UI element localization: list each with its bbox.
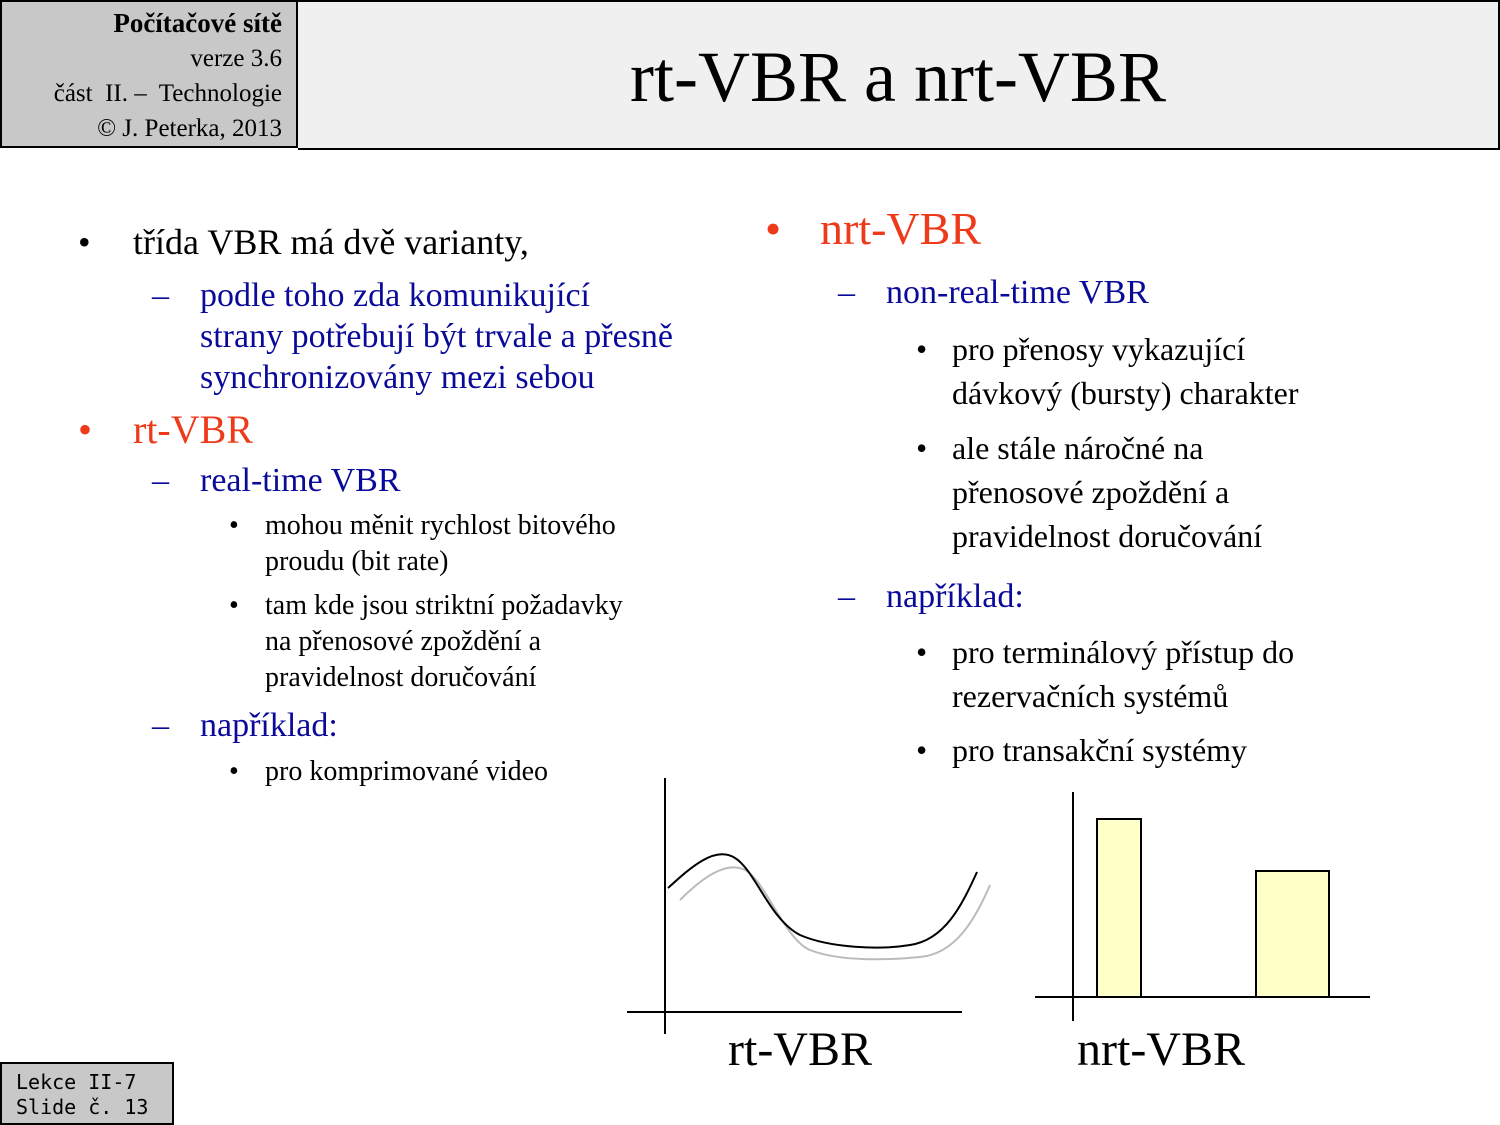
bullet-dot: • [78, 222, 91, 262]
bullet-rt-vbr: • rt-VBR [78, 407, 253, 452]
rt-heading: rt-VBR [133, 407, 253, 452]
version-text: verze 3.6 [190, 45, 282, 72]
sub-text: real-time VBR [200, 462, 401, 499]
point-bit-rate: • mohou měnit rychlost bitového proudu (… [229, 508, 616, 580]
dash-marker: – [152, 277, 169, 314]
copyright-text: © J. Peterka, 2013 [97, 115, 282, 142]
bullet-vbr-variants: • třída VBR má dvě varianty, [78, 222, 529, 262]
bullet-dot: • [916, 634, 928, 670]
point-line: pravidelnost doručování [265, 662, 537, 693]
lesson-number: Lekce II-7 [16, 1070, 137, 1094]
nrt-diagram-label: nrt-VBR [1077, 1023, 1245, 1076]
sub-bullet-sync: – podle toho zda komunikující strany pot… [152, 275, 674, 398]
point-line: proudu (bit rate) [265, 546, 449, 577]
bullet-dot: • [78, 407, 93, 452]
bullet-dot: • [229, 510, 239, 541]
sub-text-line: podle toho zda komunikující [200, 277, 590, 314]
point-compressed-video: • pro komprimované video [229, 754, 549, 790]
point-line: tam kde jsou striktní požadavky [265, 590, 623, 621]
sub-bullet-example-rt: – například: [152, 705, 338, 746]
bullet-dot: • [229, 590, 239, 621]
point-bursty: • pro přenosy vykazující dávkový (bursty… [916, 327, 1299, 415]
point-transaction-systems: • pro transakční systémy [916, 728, 1248, 772]
point-terminal-access: • pro terminálový přístup do rezervačníc… [916, 630, 1295, 718]
sub-bullet-non-real-time: – non-real-time VBR [838, 272, 1149, 313]
point-line: pro přenosy vykazující [952, 331, 1246, 367]
point-line: ale stále náročné na [952, 430, 1204, 466]
point-strict-requirements: • tam kde jsou striktní požadavky na pře… [229, 588, 623, 696]
slide-number: Slide č. 13 [16, 1095, 149, 1119]
bullet-dot: • [765, 203, 782, 254]
slide-footer: Lekce II-7 Slide č. 13 [0, 1062, 174, 1125]
bullet-dot: • [229, 756, 239, 787]
nrt-burst-bar [1255, 870, 1330, 998]
sub-text: například: [886, 578, 1024, 615]
nrt-heading: nrt-VBR [820, 203, 981, 254]
bullet-dot: • [916, 732, 928, 768]
bullet-text: třída VBR má dvě varianty, [133, 222, 529, 262]
part-text: část II. – Technologie [53, 80, 282, 107]
bullet-dot: • [916, 331, 928, 367]
sub-text: non-real-time VBR [886, 274, 1149, 311]
dash-marker: – [152, 462, 169, 499]
point-line: pro terminálový přístup do [952, 634, 1295, 670]
point-line: dávkový (bursty) charakter [952, 375, 1299, 411]
sub-bullet-real-time: – real-time VBR [152, 460, 401, 501]
point-line: přenosové zpoždění a [952, 474, 1230, 510]
slide-title: rt-VBR a nrt-VBR [630, 37, 1166, 117]
point-line: pro transakční systémy [952, 732, 1248, 768]
bullet-nrt-vbr: • nrt-VBR [765, 203, 981, 254]
sub-text: například: [200, 707, 338, 744]
rt-rate-curve [667, 853, 978, 949]
bullet-dot: • [916, 430, 928, 466]
sub-bullet-example-nrt: – například: [838, 576, 1024, 617]
slide-info-box: Počítačové sítě verze 3.6 část II. – Tec… [0, 0, 298, 148]
point-line: mohou měnit rychlost bitového [265, 510, 616, 541]
rt-shadow-curve [679, 866, 991, 961]
sub-text-line: strany potřebují být trvale a přesně [200, 318, 674, 355]
dash-marker: – [152, 707, 169, 744]
point-delay-demanding: • ale stále náročné na přenosové zpožděn… [916, 426, 1263, 558]
course-name: Počítačové sítě [113, 8, 282, 38]
dash-marker: – [838, 578, 855, 615]
point-line: na přenosové zpoždění a [265, 626, 541, 657]
title-box: rt-VBR a nrt-VBR [298, 0, 1500, 150]
dash-marker: – [838, 274, 855, 311]
point-line: pro komprimované video [265, 756, 549, 787]
nrt-burst-bar [1096, 818, 1142, 998]
point-line: pravidelnost doručování [952, 518, 1263, 554]
sub-text-line: synchronizovány mezi sebou [200, 359, 595, 396]
point-line: rezervačních systémů [952, 678, 1229, 714]
rt-diagram-label: rt-VBR [728, 1023, 872, 1076]
